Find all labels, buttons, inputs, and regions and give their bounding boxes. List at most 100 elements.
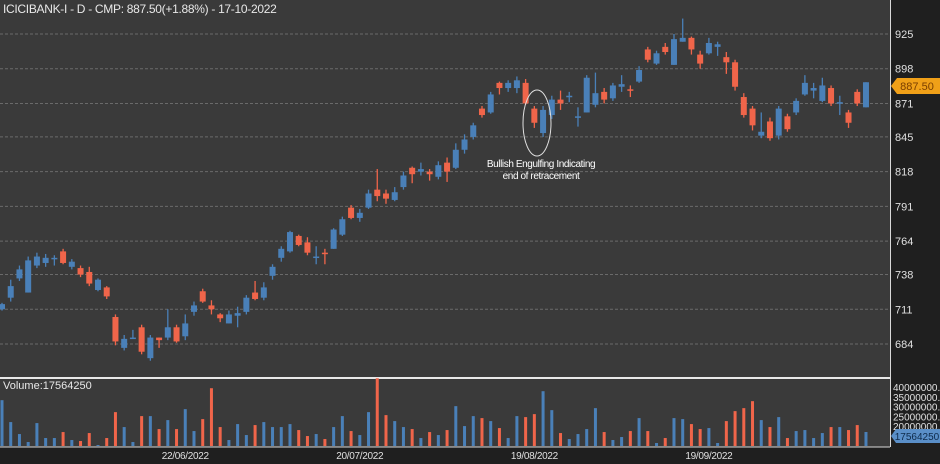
- volume-bar[interactable]: [602, 432, 606, 446]
- candle[interactable]: [156, 337, 163, 348]
- candle[interactable]: [487, 91, 494, 114]
- volume-bar[interactable]: [480, 418, 484, 446]
- candle[interactable]: [513, 76, 520, 94]
- candle[interactable]: [199, 288, 206, 303]
- volume-bar[interactable]: [297, 430, 301, 446]
- candle[interactable]: [234, 306, 241, 328]
- volume-bar[interactable]: [236, 424, 240, 446]
- candle[interactable]: [601, 88, 608, 104]
- candle[interactable]: [784, 113, 791, 132]
- volume-bar[interactable]: [349, 431, 353, 446]
- candle[interactable]: [391, 187, 398, 202]
- volume-bar[interactable]: [707, 428, 711, 446]
- candle[interactable]: [540, 106, 547, 137]
- annotation-line2[interactable]: end of retracement: [503, 171, 581, 182]
- volume-bar[interactable]: [655, 443, 659, 446]
- volume-bar[interactable]: [279, 427, 283, 446]
- candle[interactable]: [470, 122, 477, 140]
- volume-bar[interactable]: [17, 434, 21, 446]
- candle[interactable]: [304, 237, 311, 256]
- candle[interactable]: [592, 72, 599, 108]
- volume-bar[interactable]: [742, 408, 746, 446]
- candle[interactable]: [269, 264, 276, 280]
- volume-bar[interactable]: [148, 416, 152, 446]
- candle[interactable]: [522, 79, 529, 105]
- candle[interactable]: [112, 314, 119, 346]
- candle[interactable]: [0, 302, 5, 311]
- volume-bar[interactable]: [201, 419, 205, 446]
- candle[interactable]: [77, 265, 84, 278]
- candle[interactable]: [775, 106, 782, 140]
- volume-bar[interactable]: [419, 438, 423, 446]
- candle[interactable]: [348, 205, 355, 220]
- candle[interactable]: [225, 310, 232, 324]
- volume-bar[interactable]: [463, 426, 467, 446]
- volume-bar[interactable]: [768, 427, 772, 446]
- volume-bar[interactable]: [166, 420, 170, 446]
- volume-bar[interactable]: [471, 416, 475, 446]
- volume-bar[interactable]: [838, 427, 842, 446]
- candle[interactable]: [138, 324, 145, 355]
- volume-bar[interactable]: [785, 438, 789, 446]
- price-pane[interactable]: [0, 0, 890, 377]
- volume-bar[interactable]: [305, 436, 309, 446]
- volume-bar[interactable]: [401, 427, 405, 446]
- volume-bar[interactable]: [70, 440, 74, 446]
- volume-bar[interactable]: [559, 433, 563, 446]
- candle[interactable]: [42, 253, 49, 267]
- volume-bar[interactable]: [733, 411, 737, 446]
- volume-bar[interactable]: [9, 422, 13, 446]
- volume-bar[interactable]: [0, 400, 4, 446]
- candle[interactable]: [208, 300, 215, 315]
- candle[interactable]: [103, 286, 110, 299]
- volume-bar[interactable]: [541, 391, 545, 446]
- candle[interactable]: [426, 169, 433, 181]
- volume-bar[interactable]: [332, 427, 336, 446]
- volume-bar[interactable]: [759, 420, 763, 446]
- volume-bar[interactable]: [585, 429, 589, 446]
- candle[interactable]: [286, 230, 293, 253]
- candle[interactable]: [749, 106, 756, 131]
- candle[interactable]: [697, 50, 704, 69]
- candle[interactable]: [679, 18, 686, 42]
- annotation-ellipse[interactable]: [522, 89, 552, 157]
- candle[interactable]: [670, 34, 677, 65]
- candle[interactable]: [243, 295, 250, 315]
- volume-bar[interactable]: [79, 441, 83, 446]
- candle[interactable]: [295, 234, 302, 247]
- candle[interactable]: [793, 98, 800, 116]
- candle[interactable]: [147, 335, 154, 361]
- candle[interactable]: [356, 208, 363, 222]
- volume-bar[interactable]: [777, 417, 781, 446]
- candle[interactable]: [339, 216, 346, 236]
- candle[interactable]: [94, 278, 101, 292]
- volume-bar[interactable]: [209, 388, 213, 446]
- volume-bar[interactable]: [524, 417, 528, 446]
- candle[interactable]: [68, 259, 75, 270]
- volume-bar[interactable]: [576, 434, 580, 446]
- candle[interactable]: [435, 161, 442, 180]
- candle[interactable]: [25, 256, 32, 293]
- candle[interactable]: [51, 255, 58, 266]
- annotation-line1[interactable]: Bullish Engulfing Indicating: [487, 159, 596, 170]
- volume-bar[interactable]: [175, 429, 179, 446]
- volume-bar[interactable]: [375, 378, 379, 446]
- candle[interactable]: [452, 143, 459, 170]
- candle[interactable]: [854, 89, 861, 107]
- volume-bar[interactable]: [122, 427, 126, 446]
- candle[interactable]: [278, 246, 285, 262]
- volume-bar[interactable]: [358, 435, 362, 446]
- candle[interactable]: [845, 109, 852, 128]
- candle[interactable]: [33, 252, 40, 269]
- candle[interactable]: [566, 91, 573, 103]
- volume-bar[interactable]: [620, 437, 624, 446]
- volume-bar[interactable]: [515, 416, 519, 446]
- candle[interactable]: [557, 90, 564, 110]
- candle[interactable]: [382, 189, 389, 204]
- volume-bar[interactable]: [244, 435, 248, 446]
- volume-bar[interactable]: [803, 430, 807, 446]
- candle[interactable]: [766, 117, 773, 141]
- candle[interactable]: [173, 324, 180, 343]
- candle[interactable]: [164, 309, 171, 341]
